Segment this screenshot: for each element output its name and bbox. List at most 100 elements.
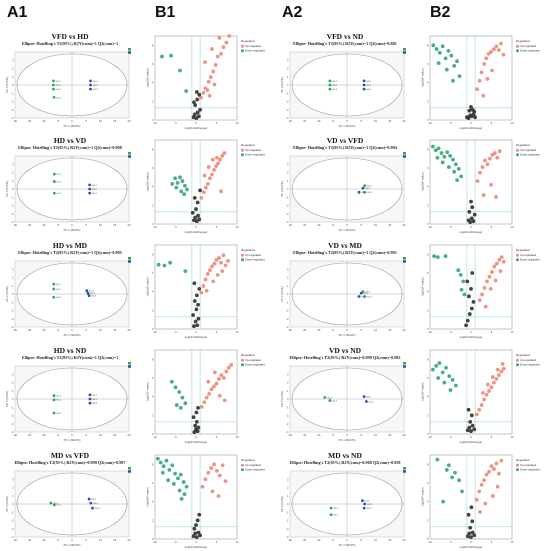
x-axis-label: log2(FoldChange) [185,230,207,234]
up-regulated-point [217,393,222,398]
pca-point [89,79,92,83]
down-regulated-point [450,377,455,382]
legend-swatch-group1 [128,257,131,260]
x-tick-label: -10 [428,330,432,334]
down-regulated-point [173,471,177,476]
x-tick-label: -15 [302,538,306,542]
x-tick-label: -20 [288,433,292,437]
y-tick-label: 1 [12,75,14,79]
x-tick-label: -10 [42,223,46,227]
x-tick-label: 10 [236,540,239,544]
not-significant-point [466,407,471,412]
legend-swatch-group2 [128,470,131,473]
up-regulated-point [211,279,216,284]
x-tick-label: 10 [511,225,514,229]
up-regulated-point [483,304,488,309]
legend-down-marker [241,468,244,472]
pca-subtitle: Ellipse: Hotelling's T2(95%) R2Y(cum)=1 … [293,145,397,150]
x-axis-label: log2(FoldChange) [185,126,207,130]
volcano-plot: -10 -5 0 5 10 0 2 4 6 8 log2(FoldChange) -log10(P-v… [421,35,540,130]
pca-point [52,394,56,398]
pca-point-label: G1-2 [332,85,338,87]
x-tick-label: -10 [42,119,46,123]
x-axis-label: log2(FoldChange) [460,335,482,339]
volcano-plot: -10 -5 0 5 10 0 2 4 6 8 log2(FoldChange) -log10(P-v… [146,454,265,549]
x-tick-label: 0 [71,328,73,332]
x-tick-label: 5 [491,225,493,229]
y-tick-label: 6 [427,481,429,485]
x-tick-label: 0 [195,225,197,229]
pca-title: VFD vs ND [326,32,364,41]
not-significant-point [469,286,473,291]
down-regulated-point [442,154,447,159]
y-tick-label: -1 [11,405,14,409]
x-tick-label: -20 [13,119,17,123]
down-regulated-point [444,67,449,72]
x-tick-label: 20 [403,538,406,542]
up-regulated-point [482,286,487,290]
y-tick-label: 3 [287,162,289,166]
x-tick-label: 10 [236,330,239,334]
up-regulated-point [206,165,211,169]
x-tick-label: 0 [346,433,348,437]
pca-panel-5: MD vs ND Ellipse: Hotelling's T2(95%) R2Y… [280,451,410,551]
x-tick-label: 10 [374,328,377,332]
up-regulated-point [477,78,482,83]
up-regulated-point [479,482,484,487]
down-regulated-point [171,482,176,486]
y-tick-label: -3 [286,317,289,321]
down-regulated-point [431,43,436,48]
pca-point-label: G2-3 [366,508,372,510]
panel-label-b1: B1 [155,4,176,21]
x-tick-label: 0 [71,223,73,227]
pca-point-label: G1-1 [333,508,339,510]
down-regulated-point [436,146,441,151]
y-tick-label: 2 [12,67,14,71]
down-regulated-point [170,463,175,468]
not-significant-point [192,195,197,200]
pca-point-label: G1-1 [327,397,333,399]
x-tick-label: 10 [511,121,514,125]
down-regulated-point [457,478,462,483]
down-regulated-point [185,187,189,192]
up-regulated-point [496,48,501,52]
pca-title: VD vs VFD [326,136,364,145]
up-regulated-point [208,268,212,273]
pca-point-label: G1-2 [56,85,62,87]
legend-swatch-group1 [128,467,131,470]
pca-point [362,395,366,398]
legend-up-marker [241,358,244,362]
volcano-plot: -10 -5 0 5 10 0 2 4 6 8 log2(FoldChange) -log10(P-v… [421,454,540,549]
y-tick-label: 2 [427,308,429,312]
up-regulated-point [501,52,506,57]
volcano-panel-5: -10 -5 0 5 10 0 2 4 6 8 log2(FoldChange) -log10(P-v… [420,451,550,551]
x-tick-label: -10 [317,119,321,123]
y-tick-label: 6 [427,376,429,380]
pca-title: HD vs VD [53,136,87,145]
pca-point [363,190,367,194]
y-tick-label: -3 [11,212,14,216]
y-tick-label: 4 [152,395,154,399]
x-tick-label: 5 [216,225,218,229]
x-tick-label: 0 [71,538,73,542]
y-tick-label: -1 [286,405,289,409]
not-significant-point [471,300,476,304]
up-regulated-point [501,259,506,264]
y-axis-label: -log10(P-value) [146,382,150,401]
not-significant-point [192,526,197,531]
down-regulated-point [446,49,451,53]
y-tick-label: 1 [287,75,289,79]
down-regulated-point [177,488,182,493]
down-regulated-point [443,56,448,61]
up-regulated-point [201,91,206,95]
x-tick-label: -20 [288,538,292,542]
not-significant-point [469,413,474,418]
pca-point-label: G2-2 [367,504,373,506]
y-tick-label: 2 [427,203,429,207]
down-regulated-point [448,388,453,393]
x-tick-label: -15 [27,328,31,332]
pca-point [89,87,92,91]
pca-point-label: G2-1 [361,296,367,298]
volcano-plot: -10 -5 0 5 10 0 2 4 6 8 log2(FoldChange) -log10(P-v… [421,244,540,339]
